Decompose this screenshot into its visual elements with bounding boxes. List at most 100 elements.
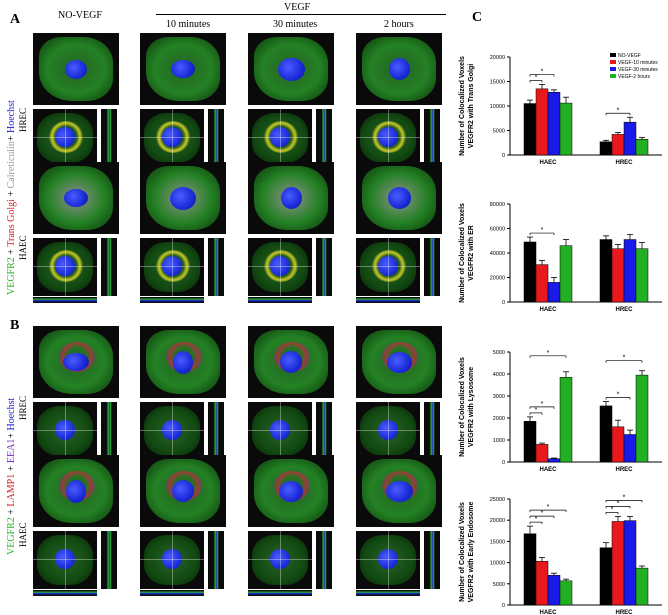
y-tick-label: 1000 [493, 438, 505, 444]
micrograph-3d-view [140, 33, 226, 105]
significance-star: * [535, 407, 538, 414]
significance-star: * [541, 68, 544, 75]
nucleus [55, 420, 75, 440]
crosshair-vertical [172, 531, 173, 589]
x-tick-label: HREC [615, 160, 633, 166]
bar-haec-1 [535, 88, 549, 156]
row-label-haec-b: HAEC [18, 522, 28, 548]
y-tick-label: 5000 [493, 582, 505, 588]
y-tick-label: 60000 [490, 227, 505, 233]
y-tick-label: 3000 [493, 394, 505, 400]
crosshair-horizontal [33, 430, 97, 431]
x-tick-label: HREC [615, 610, 633, 615]
plus-sep: + [6, 463, 17, 474]
bar-hrec-0 [599, 547, 613, 606]
micrograph-3d-view [140, 455, 226, 527]
y-axis-label: Number of Colocalized Voxels VEGFR2 with … [459, 203, 475, 303]
crosshair-horizontal [356, 266, 420, 267]
y-tick-label: 0 [502, 603, 505, 609]
bar-haec-1 [535, 444, 549, 463]
micrograph-3d-view [33, 162, 119, 234]
significance-star: * [617, 107, 620, 114]
z-section-strip-horizontal [140, 297, 204, 303]
crosshair-vertical [65, 109, 66, 167]
crosshair-horizontal [33, 266, 97, 267]
micrograph-3d-view [356, 326, 442, 398]
bar-haec-3 [559, 102, 573, 156]
micrograph-orthogonal-view [248, 109, 312, 167]
z-section-strip-horizontal [356, 297, 420, 303]
bar-haec-0 [523, 241, 537, 303]
nucleus [280, 187, 302, 209]
nucleus [55, 256, 75, 276]
significance-star: * [535, 74, 538, 81]
legend-entry: VEGF-2 hours [618, 74, 650, 80]
bar-hrec-0 [599, 239, 613, 303]
y-tick-label: 10000 [490, 104, 505, 110]
crosshair-vertical [65, 238, 66, 296]
significance-star: * [547, 350, 550, 357]
bar-hrec-2 [623, 520, 637, 606]
bar-hrec-2 [623, 121, 637, 156]
y-tick-label: 0 [502, 153, 505, 159]
stain-hoechst: Hoechst [6, 397, 17, 431]
bar-haec-2 [547, 282, 561, 303]
y-tick-label: 20000 [490, 276, 505, 282]
nucleus [173, 350, 193, 374]
legend-entry: VEGF-10 minutes [618, 60, 658, 66]
z-section-strip-horizontal [33, 590, 97, 596]
crosshair-vertical [280, 109, 281, 167]
y-tick-label: 4000 [493, 372, 505, 378]
micrograph-3d-view [356, 455, 442, 527]
y-tick-label: 80000 [490, 202, 505, 208]
vegf-header-line [156, 14, 446, 15]
crosshair-horizontal [140, 266, 204, 267]
legend-swatch [610, 67, 616, 71]
crosshair-vertical [172, 109, 173, 167]
bar-hrec-1 [611, 134, 625, 156]
crosshair-horizontal [248, 559, 312, 560]
micrograph-orthogonal-view [140, 531, 204, 589]
nucleus [170, 186, 196, 210]
micrograph-3d-view [140, 162, 226, 234]
z-section-strip-horizontal [140, 590, 204, 596]
nucleus [386, 351, 412, 373]
bar-hrec-3 [635, 567, 649, 606]
nucleus [279, 480, 303, 502]
significance-star: * [617, 392, 620, 399]
crosshair-vertical [280, 402, 281, 460]
z-section-strip-vertical [101, 531, 117, 589]
crosshair-vertical [172, 402, 173, 460]
micrograph-3d-view [33, 326, 119, 398]
bar-hrec-0 [599, 141, 613, 156]
y-axis-label: Number of Colocalized Voxels VEGFR2 with … [459, 357, 475, 457]
stain-vegfr2: VEGFR2 [6, 517, 17, 555]
bar-haec-3 [559, 580, 573, 606]
micrograph-orthogonal-view [248, 531, 312, 589]
bar-haec-0 [523, 103, 537, 156]
y-tick-label: 0 [502, 300, 505, 306]
stain-lamp1: LAMP1 [6, 473, 17, 507]
nucleus [270, 549, 290, 569]
y-tick-label: 40000 [490, 251, 505, 257]
micrograph-3d-view [33, 455, 119, 527]
bar-haec-0 [523, 421, 537, 463]
nucleus [277, 57, 305, 81]
z-section-strip-vertical [208, 402, 224, 460]
micrograph-orthogonal-view [140, 238, 204, 296]
z-section-strip-horizontal [33, 297, 97, 303]
header-10-minutes: 10 minutes [166, 19, 211, 30]
z-section-strip-vertical [424, 238, 440, 296]
panel-a-label: A [10, 12, 21, 27]
bar-haec-3 [559, 377, 573, 463]
x-tick-label: HREC [615, 467, 633, 473]
row-label-hrec-a: HREC [18, 107, 28, 132]
side-title-a: VEGFR2 + Trans Golgi + Calreticulin+ Hoe… [6, 100, 17, 295]
plus-sep: + [6, 133, 17, 142]
z-section-strip-vertical [208, 238, 224, 296]
bar-haec-2 [547, 458, 561, 463]
y-tick-label: 5000 [493, 129, 505, 135]
bar-hrec-1 [611, 521, 625, 606]
y-tick-label: 0 [502, 460, 505, 466]
